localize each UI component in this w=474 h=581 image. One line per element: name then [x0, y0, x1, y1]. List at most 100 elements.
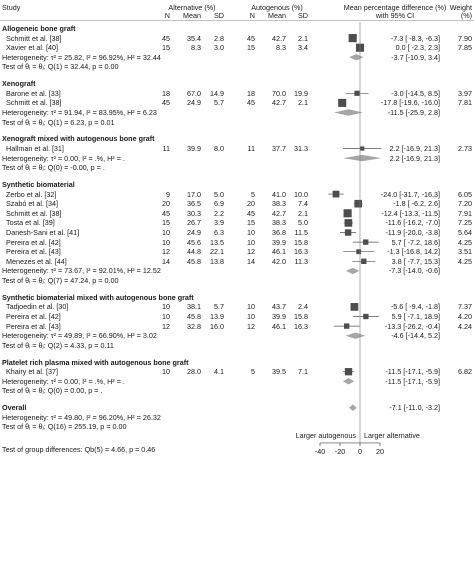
- autogenous-group-header: Autogenous (%): [251, 3, 303, 12]
- weight-cell: 3.51: [458, 247, 472, 257]
- group-test-text: Test of θᵢ = θⱼ: Q(1) = 32.44, p = 0.00: [2, 62, 119, 72]
- pooled-ci-text: -7.3 [-14.0, -0.6]: [388, 266, 440, 276]
- effect-header-line1: Mean percentage difference (%): [343, 3, 447, 12]
- x-tick-label: -20: [334, 446, 346, 456]
- overall-diamond: [349, 404, 357, 411]
- aut-mean-cell: 42.7: [272, 33, 286, 43]
- alt-sd-cell: 5.7: [214, 98, 224, 108]
- study-name: Barone et al. [33]: [6, 88, 61, 98]
- group-title: Xenograft mixed with autogenous bone gra…: [2, 134, 155, 144]
- aut-mean-cell: 38.3: [272, 218, 286, 228]
- alt-mean-cell: 17.0: [187, 189, 201, 199]
- aut-n-cell: 15: [247, 218, 255, 228]
- study-name: Zerbo et al. [32]: [6, 189, 57, 199]
- study-marker: [354, 90, 360, 96]
- aut-sd-cell: 2.1: [298, 33, 308, 43]
- study-name: Xavier et al. [40]: [6, 43, 58, 53]
- group-test-text: Test of θᵢ = θⱼ: Q(7) = 47.24, p = 0.00: [2, 276, 119, 285]
- study-name: Szabó et al. [34]: [6, 199, 58, 209]
- aut-mean-cell: 42.7: [272, 98, 286, 108]
- alt-mean-cell: 24.9: [187, 98, 201, 108]
- alt-mean-cell: 39.9: [187, 144, 201, 153]
- aut-n-cell: 45: [247, 33, 255, 43]
- alt-n-header: N: [164, 11, 170, 20]
- weight-cell: 4.20: [458, 312, 472, 321]
- alt-sd-cell: 5.7: [214, 302, 224, 312]
- pooled-diamond: [346, 267, 360, 275]
- aut-mean-cell: 36.8: [272, 228, 286, 237]
- aut-mean-cell: 42.0: [272, 256, 286, 266]
- heterogeneity-text: Heterogeneity: τ² = 25.82, I² = 96.92%, …: [2, 52, 161, 62]
- alt-n-cell: 45: [162, 33, 170, 43]
- ci-text: 5.9 [ -7.1, 18.9]: [391, 312, 440, 321]
- weight-cell: 4.25: [458, 237, 472, 247]
- aut-mean-cell: 37.7: [272, 144, 286, 153]
- group-test-text: Test of θᵢ = θⱼ: Q(0) = 0.00, p = .: [2, 386, 103, 396]
- weight-header-line1: Weight: [449, 3, 472, 12]
- ci-text: -11.9 [-20.0, -3.8]: [385, 228, 440, 237]
- weight-cell: 4.25: [458, 256, 472, 266]
- ci-text: 3.8 [ -7.7, 15.3]: [391, 256, 440, 266]
- ci-text: -3.0 [-14.5, 8.5]: [391, 88, 440, 98]
- study-name: Schmitt et al. [38]: [6, 98, 62, 108]
- alt-n-cell: 10: [162, 312, 170, 321]
- alt-mean-header: Mean: [183, 11, 201, 20]
- study-name: Menezes et al. [44]: [6, 256, 67, 266]
- alt-sd-cell: 2.8: [214, 33, 224, 43]
- alt-n-cell: 45: [162, 208, 170, 218]
- group-differences-text: Test of group differences: Qb(5) = 4.66,…: [2, 444, 156, 454]
- alt-sd-cell: 2.2: [214, 208, 224, 218]
- alt-sd-cell: 13.8: [210, 256, 224, 266]
- aut-n-cell: 14: [247, 256, 255, 266]
- alt-n-cell: 10: [162, 237, 170, 247]
- aut-sd-cell: 7.1: [298, 367, 308, 377]
- weight-cell: 7.85: [458, 43, 472, 53]
- study-marker: [354, 199, 362, 208]
- weight-cell: 6.82: [458, 367, 472, 377]
- aut-n-cell: 20: [247, 199, 255, 209]
- aut-sd-cell: 3.4: [298, 43, 308, 53]
- alt-sd-cell: 6.3: [214, 228, 224, 237]
- group-title: Allogeneic bone graft: [2, 24, 76, 33]
- aut-mean-cell: 46.1: [272, 247, 286, 257]
- heterogeneity-text: Heterogeneity: τ² = 0.00, I² = .%, H² = …: [2, 153, 125, 163]
- alt-n-cell: 15: [162, 43, 170, 53]
- study-name: Schmitt et al. [38]: [6, 208, 62, 218]
- study-name: Pereira et al. [43]: [6, 321, 61, 331]
- study-marker: [363, 313, 369, 320]
- pooled-diamond: [334, 109, 363, 116]
- study-name: Pereira et al. [42]: [6, 237, 61, 247]
- alt-n-cell: 11: [162, 144, 170, 153]
- group-test-text: Test of θᵢ = θⱼ: Q(2) = 4.33, p = 0.11: [2, 340, 114, 350]
- alt-mean-cell: 30.3: [187, 208, 201, 218]
- aut-sd-cell: 19.9: [294, 88, 308, 98]
- alt-sd-cell: 14.9: [210, 88, 224, 98]
- aut-n-cell: 11: [247, 144, 255, 153]
- alternative-group-header: Alternative (%): [168, 3, 216, 12]
- study-marker: [332, 190, 340, 198]
- x-tick-label: 0: [358, 446, 362, 456]
- study-name: Hallman et al. [31]: [6, 144, 64, 153]
- study-marker: [344, 368, 353, 376]
- weight-cell: 2.73: [458, 144, 472, 153]
- pooled-ci-text: -11.5 [-25.9, 2.8]: [387, 108, 440, 117]
- aut-mean-cell: 38.3: [272, 199, 286, 209]
- ci-text: -12.4 [-13.3, -11.5]: [381, 208, 440, 218]
- study-marker: [361, 258, 367, 264]
- group-test-text: Test of θᵢ = θⱼ: Q(1) = 6.23, p = 0.01: [2, 117, 115, 127]
- weight-cell: 5.64: [458, 228, 472, 237]
- study-name: Tadjoedin et al. [30]: [6, 302, 69, 312]
- ci-text: -1.3 [-16.8, 14.2]: [387, 247, 440, 257]
- alt-mean-cell: 45.8: [187, 256, 201, 266]
- aut-n-cell: 15: [247, 43, 255, 53]
- effect-header-line2: with 95% CI: [375, 11, 415, 20]
- alt-mean-cell: 45.8: [187, 312, 201, 321]
- alt-mean-cell: 36.5: [187, 199, 201, 209]
- study-marker: [363, 239, 369, 245]
- aut-mean-cell: 46.1: [272, 321, 286, 331]
- aut-sd-cell: 15.8: [294, 237, 308, 247]
- group-title: Synthetic biomaterial: [2, 180, 75, 189]
- study-marker: [350, 303, 359, 311]
- group-title: Xenograft: [2, 79, 36, 89]
- study-marker: [343, 209, 352, 218]
